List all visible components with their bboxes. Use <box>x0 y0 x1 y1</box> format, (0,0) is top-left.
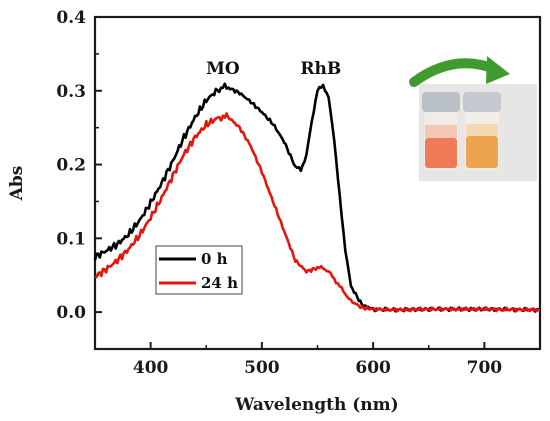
x-axis: 400 500 600 700 <box>94 342 541 378</box>
x-axis-title: Wavelength (nm) <box>234 395 398 415</box>
y-tick-label: 0.3 <box>56 82 86 102</box>
vial-left <box>422 92 460 170</box>
y-tick-label: 0.1 <box>56 229 86 249</box>
y-tick-label: 0.2 <box>56 156 86 176</box>
inset-vial-photo <box>409 56 537 181</box>
y-tick-label: 0.4 <box>56 8 86 28</box>
x-tick-label: 500 <box>244 358 280 378</box>
y-axis: 0.0 0.1 0.2 0.3 0.4 <box>56 8 102 323</box>
x-tick-label: 600 <box>355 358 391 378</box>
y-tick-label: 0.0 <box>56 303 86 323</box>
legend: 0 h 24 h <box>155 245 243 295</box>
y-axis-title: Abs <box>7 166 27 202</box>
legend-box <box>155 245 243 295</box>
x-tick-label: 700 <box>467 358 503 378</box>
curved-arrow-icon <box>409 58 502 87</box>
legend-label-0h: 0 h <box>201 250 228 268</box>
x-tick-label: 400 <box>133 358 169 378</box>
legend-label-24h: 24 h <box>201 274 238 292</box>
arrow-head-icon <box>486 56 510 84</box>
vial-right <box>463 92 501 170</box>
annotation-rhb: RhB <box>300 59 341 79</box>
annotation-mo: MO <box>206 59 240 79</box>
series-layer <box>93 82 541 313</box>
series-line-24h <box>94 112 541 313</box>
